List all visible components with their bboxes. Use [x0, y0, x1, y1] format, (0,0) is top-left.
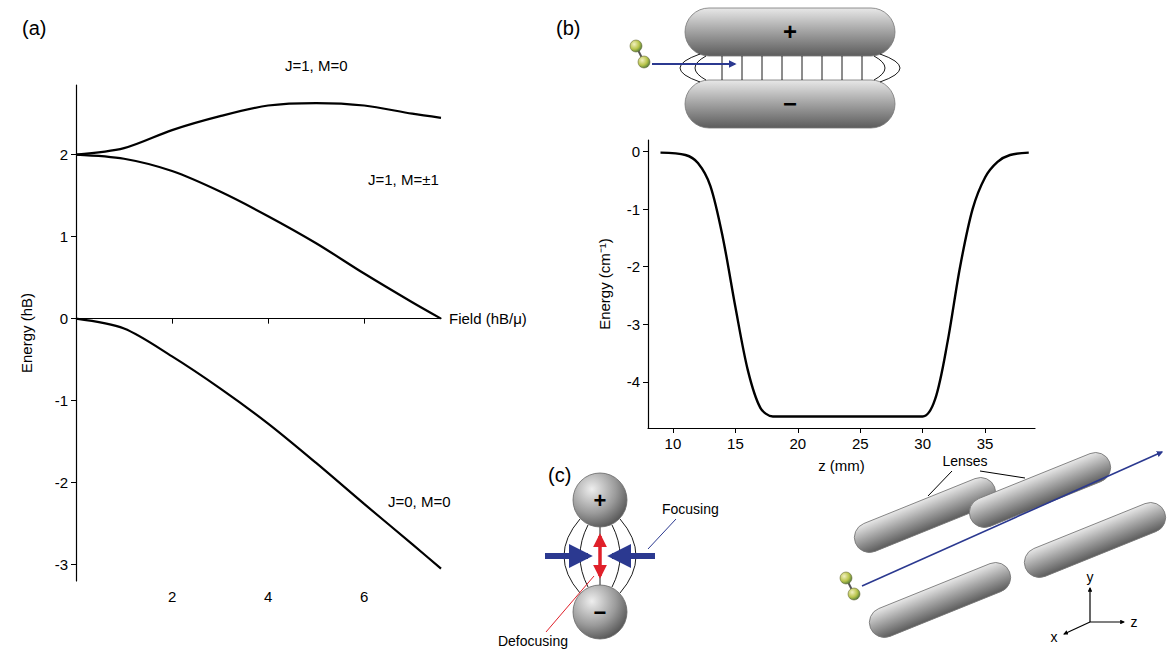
svg-text:4: 4	[264, 588, 272, 605]
svg-text:y: y	[1087, 569, 1094, 585]
svg-text:1: 1	[60, 228, 68, 245]
svg-text:-4: -4	[627, 373, 640, 390]
svg-text:(c): (c)	[548, 464, 571, 486]
svg-text:Lenses: Lenses	[942, 453, 987, 469]
svg-text:J=0, M=0: J=0, M=0	[388, 493, 451, 510]
svg-text:+: +	[594, 488, 607, 513]
svg-text:30: 30	[914, 435, 931, 452]
svg-text:-2: -2	[627, 258, 640, 275]
svg-text:(a): (a)	[22, 17, 46, 39]
svg-text:x: x	[1051, 629, 1058, 645]
svg-text:J=1, M=0: J=1, M=0	[285, 57, 348, 74]
svg-text:2: 2	[168, 588, 176, 605]
svg-text:25: 25	[852, 435, 869, 452]
svg-text:−: −	[594, 600, 607, 625]
svg-text:-2: -2	[55, 474, 68, 491]
svg-text:0: 0	[632, 143, 640, 160]
svg-text:+: +	[783, 18, 797, 45]
svg-text:20: 20	[789, 435, 806, 452]
svg-text:35: 35	[977, 435, 994, 452]
svg-text:Focusing: Focusing	[662, 501, 719, 517]
svg-text:15: 15	[727, 435, 744, 452]
svg-text:-3: -3	[627, 316, 640, 333]
svg-text:(b): (b)	[556, 17, 580, 39]
svg-text:-1: -1	[55, 392, 68, 409]
svg-text:2: 2	[60, 146, 68, 163]
svg-text:−: −	[783, 90, 797, 117]
svg-text:J=1, M=±1: J=1, M=±1	[368, 171, 439, 188]
svg-text:z: z	[1131, 614, 1138, 630]
svg-text:z (mm): z (mm)	[818, 457, 865, 474]
svg-text:Energy (hB): Energy (hB)	[18, 293, 35, 373]
svg-text:Field (hB/μ): Field (hB/μ)	[449, 310, 527, 327]
svg-text:-3: -3	[55, 556, 68, 573]
svg-text:10: 10	[665, 435, 682, 452]
svg-text:-1: -1	[627, 201, 640, 218]
svg-text:Energy (cm⁻¹): Energy (cm⁻¹)	[596, 238, 613, 330]
svg-text:6: 6	[360, 588, 368, 605]
svg-text:0: 0	[60, 310, 68, 327]
svg-text:Defocusing: Defocusing	[498, 633, 568, 649]
